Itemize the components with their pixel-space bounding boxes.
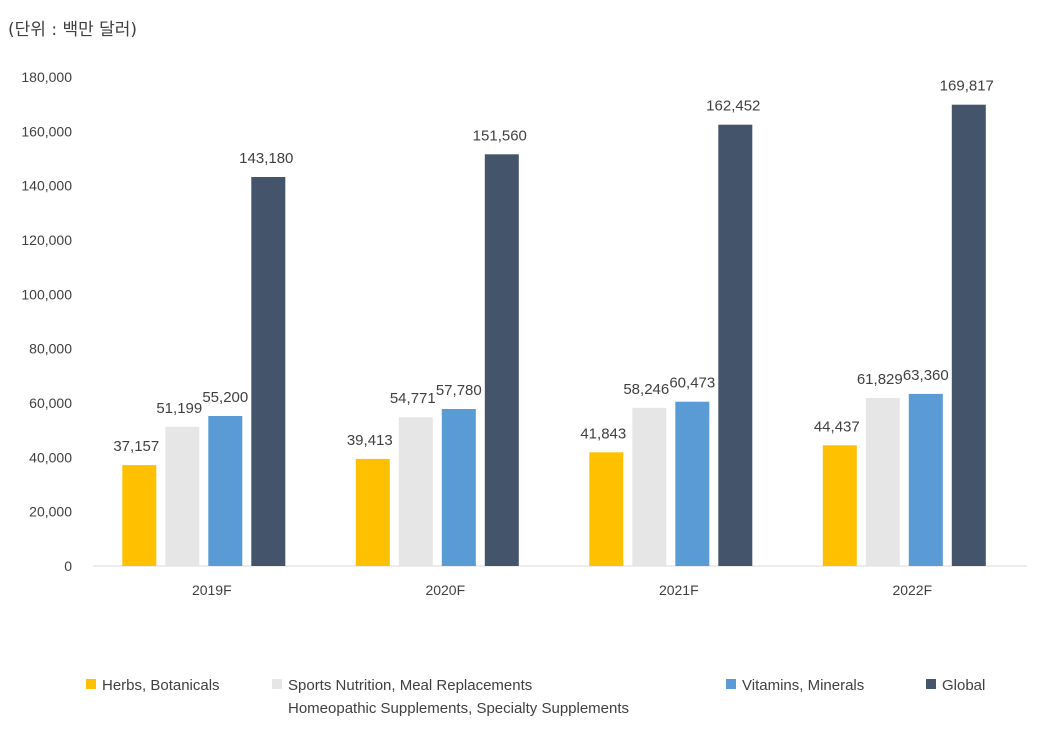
y-tick-label: 80,000 bbox=[29, 341, 72, 357]
x-tick-label: 2019F bbox=[192, 582, 232, 598]
x-tick-label: 2022F bbox=[892, 582, 932, 598]
data-label-2019F-series-3: 143,180 bbox=[239, 150, 293, 167]
bar-2019F-series-2 bbox=[208, 416, 243, 566]
y-tick-label: 40,000 bbox=[29, 449, 72, 465]
bar-2021F-series-3 bbox=[718, 124, 753, 566]
y-tick-label: 180,000 bbox=[21, 69, 72, 85]
bar-2019F-series-3 bbox=[251, 177, 286, 566]
legend-label-herbs: Herbs, Botanicals bbox=[102, 677, 220, 694]
legend-label-global: Global bbox=[942, 677, 985, 694]
data-label-2022F-series-1: 61,829 bbox=[857, 371, 903, 388]
bar-2021F-series-2 bbox=[675, 401, 710, 566]
x-tick-label: 2020F bbox=[425, 582, 465, 598]
bar-2020F-series-1 bbox=[398, 417, 433, 566]
bars bbox=[122, 104, 986, 567]
data-label-2020F-series-0: 39,413 bbox=[347, 432, 393, 449]
legend: Herbs, Botanicals Sports Nutrition, Meal… bbox=[86, 677, 985, 717]
y-tick-label: 20,000 bbox=[29, 504, 72, 520]
data-label-2022F-series-0: 44,437 bbox=[814, 418, 860, 435]
bar-2019F-series-0 bbox=[122, 465, 157, 566]
bar-2022F-series-3 bbox=[951, 104, 986, 566]
legend-swatch-global bbox=[926, 679, 936, 689]
data-label-2019F-series-1: 51,199 bbox=[156, 400, 202, 417]
data-label-2019F-series-2: 55,200 bbox=[202, 389, 248, 406]
y-tick-label: 160,000 bbox=[21, 123, 72, 139]
legend-label-sports: Sports Nutrition, Meal Replacements bbox=[288, 677, 532, 694]
bar-2022F-series-2 bbox=[908, 393, 943, 566]
data-label-2020F-series-2: 57,780 bbox=[436, 382, 482, 399]
y-tick-label: 100,000 bbox=[21, 286, 72, 302]
data-label-2021F-series-0: 41,843 bbox=[580, 425, 626, 442]
bar-2021F-series-0 bbox=[589, 452, 624, 566]
y-tick-label: 140,000 bbox=[21, 178, 72, 194]
data-label-2022F-series-3: 169,817 bbox=[940, 78, 994, 95]
legend-swatch-herbs bbox=[86, 679, 96, 689]
legend-label-vitamins: Vitamins, Minerals bbox=[742, 677, 864, 694]
data-label-2019F-series-0: 37,157 bbox=[113, 438, 159, 455]
bar-2022F-series-1 bbox=[865, 398, 900, 566]
data-label-2020F-series-3: 151,560 bbox=[473, 127, 527, 144]
data-label-2021F-series-2: 60,473 bbox=[669, 375, 715, 392]
legend-swatch-sports bbox=[272, 679, 282, 689]
bar-2022F-series-0 bbox=[822, 445, 857, 566]
legend-swatch-vitamins bbox=[726, 679, 736, 689]
bar-2019F-series-1 bbox=[165, 426, 200, 566]
bar-2020F-series-0 bbox=[355, 458, 390, 566]
y-tick-label: 60,000 bbox=[29, 395, 72, 411]
data-label-2021F-series-1: 58,246 bbox=[623, 381, 669, 398]
bar-2020F-series-3 bbox=[484, 154, 519, 567]
bar-2020F-series-2 bbox=[441, 409, 476, 566]
y-axis: 0 20,000 40,000 60,000 80,000 100,000 120,000 1… bbox=[21, 69, 72, 574]
y-tick-label: 0 bbox=[64, 558, 72, 574]
data-label-2022F-series-2: 63,360 bbox=[903, 367, 949, 384]
x-axis: 2019F 2020F 2021F 2022F bbox=[192, 582, 932, 598]
unit-label: (단위 : 백만 달러) bbox=[8, 20, 137, 40]
legend-label-sports-line2: Homeopathic Supplements, Specialty Suppl… bbox=[288, 700, 629, 717]
data-label-2021F-series-3: 162,452 bbox=[706, 98, 760, 115]
data-label-2020F-series-1: 54,771 bbox=[390, 390, 436, 407]
y-tick-label: 120,000 bbox=[21, 232, 72, 248]
x-tick-label: 2021F bbox=[659, 582, 699, 598]
bar-2021F-series-1 bbox=[632, 407, 667, 566]
